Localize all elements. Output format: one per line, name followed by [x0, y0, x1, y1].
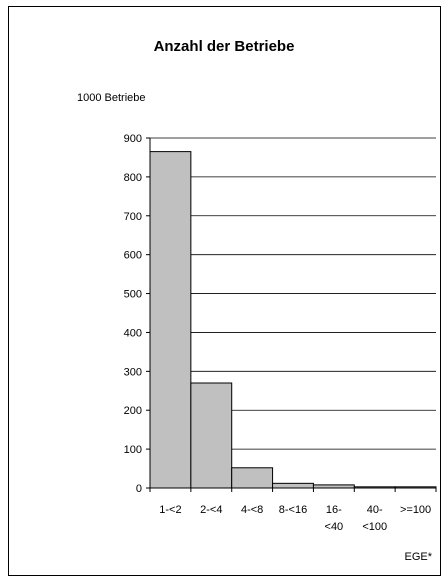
x-axis-label: EGE*: [404, 551, 432, 563]
bar: [231, 467, 274, 489]
bar: [149, 151, 192, 489]
y-tick-label: 900: [124, 133, 142, 145]
x-tick-label: 4-<8: [241, 504, 263, 516]
x-tick-label: 2-<4: [200, 504, 222, 516]
y-axis-label: 1000 Betriebe: [77, 92, 146, 104]
y-tick-label: 0: [136, 483, 142, 495]
x-tick-label: 1-<2: [159, 504, 181, 516]
x-tick-label: 8-<16: [279, 504, 307, 516]
chart-title: Anzahl der Betriebe: [154, 38, 295, 55]
x-tick-label: >=100: [400, 504, 431, 516]
y-tick-label: 600: [124, 250, 142, 262]
y-tick-label: 500: [124, 289, 142, 301]
y-tick-label: 800: [124, 172, 142, 184]
y-tick-label: 200: [124, 405, 142, 417]
x-tick-label: 40-<100: [362, 504, 387, 533]
y-tick-label: 700: [124, 211, 142, 223]
y-tick-label: 300: [124, 366, 142, 378]
bar: [272, 482, 314, 489]
x-tick-label: 16-<40: [325, 504, 344, 533]
bar: [190, 382, 233, 489]
y-tick-label: 100: [124, 444, 142, 456]
y-tick-label: 400: [124, 327, 142, 339]
